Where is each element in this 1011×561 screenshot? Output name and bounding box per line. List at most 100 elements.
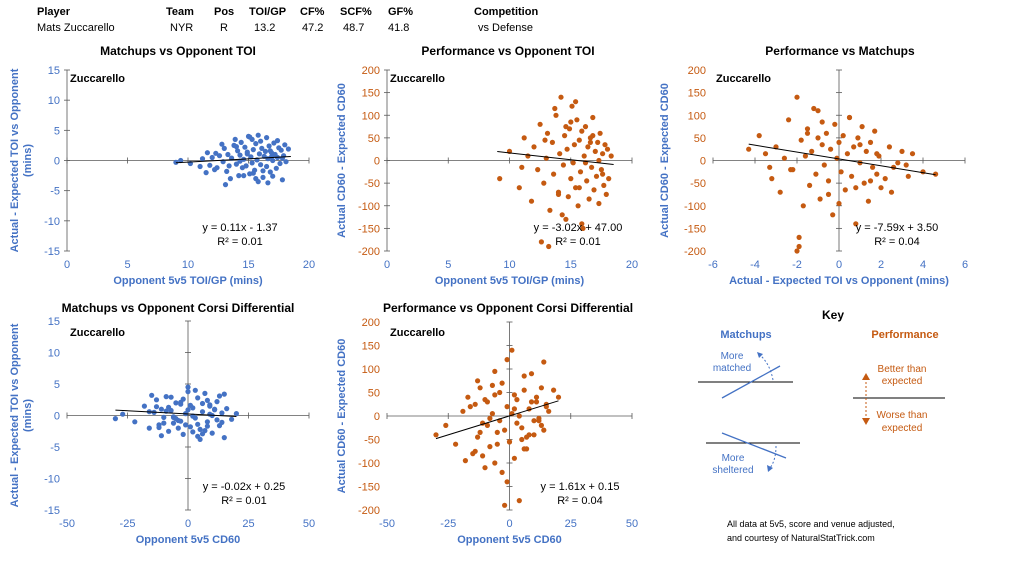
scatter-point — [253, 176, 259, 182]
x-tick-label: 15 — [242, 259, 254, 271]
scatter-point — [219, 410, 225, 416]
scatter-point — [112, 416, 118, 422]
scatter-point — [546, 243, 552, 250]
scatter-point — [595, 139, 601, 145]
scatter-point — [821, 162, 827, 168]
trendline-equation: y = -7.59x + 3.50 — [856, 222, 939, 234]
scatter-point — [598, 167, 605, 173]
y-axis-title: Actual CD60 - Expected CD60 — [336, 83, 348, 238]
scatter-point — [247, 134, 253, 140]
scatter-point — [560, 162, 567, 168]
scatter-point — [603, 191, 609, 197]
scatter-point — [891, 164, 897, 170]
scatter-point — [519, 164, 525, 170]
trendline — [748, 143, 936, 176]
scatter-point — [502, 427, 508, 433]
scatter-point — [769, 176, 775, 182]
scatter-point — [166, 428, 172, 434]
header-val-1: NYR — [170, 22, 193, 34]
scatter-point — [212, 406, 218, 412]
scatter-point — [870, 164, 876, 170]
scatter-point — [153, 397, 160, 403]
scatter-point — [480, 453, 486, 459]
y-tick-label: 100 — [362, 364, 380, 376]
scatter-point — [899, 148, 905, 154]
scatter-point — [903, 162, 909, 168]
scatter-point — [857, 142, 863, 148]
x-tick-label: -25 — [440, 518, 456, 530]
scatter-point — [499, 469, 505, 475]
scatter-point — [842, 187, 848, 193]
scatter-point — [536, 418, 542, 424]
scatter-point — [250, 170, 256, 176]
key-down-arrow-icon — [862, 418, 870, 425]
scatter-point — [216, 153, 223, 159]
scatter-point — [521, 135, 527, 141]
scatter-point — [813, 171, 819, 177]
x-tick-label: 10 — [503, 259, 515, 271]
scatter-point — [593, 173, 600, 179]
key-matched-arrowhead-icon — [757, 352, 763, 358]
scatter-point — [541, 427, 547, 433]
scatter-point — [219, 141, 225, 147]
scatter-point — [519, 425, 525, 431]
scatter-point — [568, 119, 574, 125]
scatter-point — [195, 433, 201, 439]
scatter-point — [521, 373, 527, 379]
x-tick-label: 5 — [124, 259, 130, 271]
scatter-point — [886, 144, 893, 150]
y-tick-label: -150 — [684, 223, 706, 235]
scatter-point — [836, 200, 842, 207]
scatter-point — [192, 387, 198, 393]
scatter-point — [828, 146, 834, 152]
scatter-point — [521, 446, 527, 452]
scatter-point — [528, 371, 535, 377]
y-axis-title-unit: (mins) — [22, 399, 34, 432]
scatter-point — [514, 420, 520, 426]
scatter-point — [514, 397, 520, 403]
scatter-point — [840, 133, 846, 139]
scatter-point — [262, 148, 268, 154]
scatter-point — [863, 148, 869, 154]
scatter-point — [163, 394, 169, 400]
scatter-point — [825, 178, 832, 184]
scatter-point — [190, 429, 196, 435]
scatter-point — [207, 411, 213, 417]
y-tick-label: 5 — [54, 125, 60, 137]
scatter-point — [195, 421, 201, 427]
key-more-sheltered-line1: More — [722, 453, 745, 464]
scatter-point — [279, 155, 285, 161]
scatter-point — [221, 391, 227, 397]
scatter-point — [232, 136, 238, 142]
trendline-r-squared: R² = 0.04 — [874, 236, 920, 248]
scatter-point — [756, 133, 762, 139]
scatter-point — [872, 128, 878, 134]
x-tick-label: -4 — [750, 259, 760, 271]
scatter-point — [551, 387, 557, 393]
scatter-point — [800, 203, 806, 209]
x-tick-label: -50 — [379, 518, 395, 530]
header-col-4: CF% — [300, 6, 325, 18]
trendline-r-squared: R² = 0.01 — [221, 495, 267, 507]
scatter-point — [576, 137, 582, 143]
key-better-line2: expected — [882, 376, 923, 387]
scatter-point — [604, 146, 611, 152]
header-val-3: 13.2 — [254, 22, 275, 34]
scatter-point — [867, 139, 874, 145]
scatter-point — [786, 117, 792, 123]
scatter-point — [277, 160, 283, 167]
scatter-point — [221, 435, 227, 441]
scatter-point — [807, 182, 813, 188]
header-col-2: Pos — [214, 6, 234, 18]
scatter-point — [601, 182, 607, 188]
scatter-point — [475, 378, 481, 384]
scatter-point — [219, 419, 225, 425]
scatter-point — [475, 434, 481, 440]
scatter-point — [153, 404, 160, 410]
scatter-point — [482, 397, 488, 403]
y-tick-label: -10 — [44, 474, 60, 486]
scatter-point — [882, 176, 888, 182]
scatter-point — [224, 168, 230, 174]
